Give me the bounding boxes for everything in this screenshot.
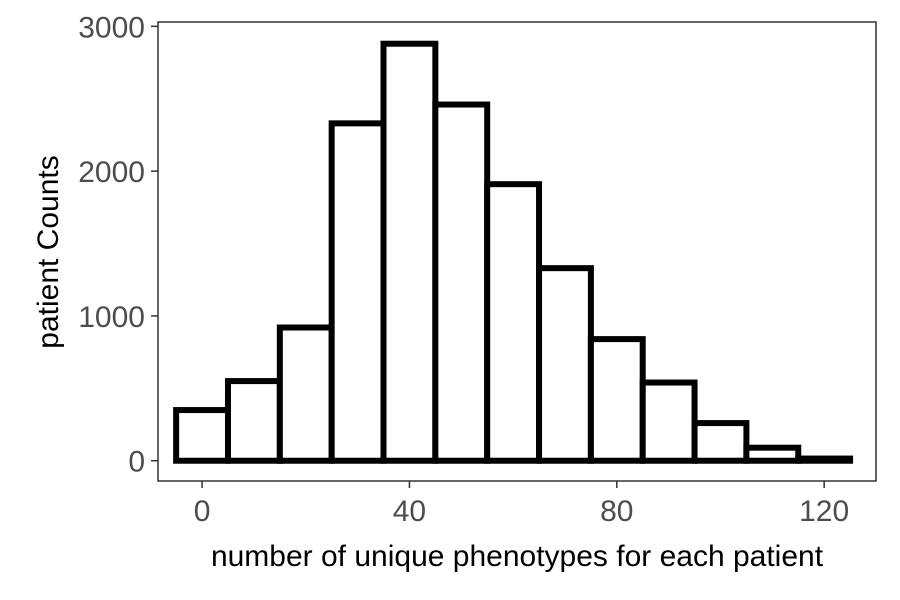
- y-tick-label-2: 2000: [78, 156, 145, 189]
- histogram-bar-2: [276, 324, 335, 464]
- plot-panel-border: [157, 21, 877, 482]
- y-tick-label-0: 0: [128, 446, 145, 479]
- histogram-bar-0: [173, 407, 231, 464]
- histogram-bar-9: [639, 379, 698, 464]
- y-axis-ticks: 0 1000 2000 3000: [78, 11, 158, 479]
- y-tick-label-3: 3000: [78, 11, 145, 44]
- y-tick-label-1: 1000: [78, 301, 145, 334]
- histogram-bar-1: [224, 378, 283, 464]
- y-axis-title: patient Counts: [32, 155, 65, 348]
- histogram-bar-5: [432, 101, 491, 464]
- x-tick-label-2: 80: [600, 495, 633, 528]
- x-axis-ticks: 0 40 80 120: [194, 481, 849, 528]
- x-tick-label-1: 40: [393, 495, 426, 528]
- histogram-bar-10: [691, 420, 750, 464]
- histogram-bar-6: [484, 181, 543, 464]
- histogram-bar-11: [743, 444, 802, 464]
- histogram-bar-4: [380, 40, 439, 464]
- histogram-bar-12: [795, 455, 854, 464]
- histogram-bar-7: [536, 265, 594, 464]
- histogram-bar-3: [328, 120, 387, 464]
- x-axis-title: number of unique phenotypes for each pat…: [211, 540, 824, 573]
- x-tick-label-0: 0: [194, 495, 211, 528]
- bars-group: [173, 40, 854, 464]
- histogram-bar-8: [587, 336, 646, 464]
- x-tick-label-3: 120: [799, 495, 849, 528]
